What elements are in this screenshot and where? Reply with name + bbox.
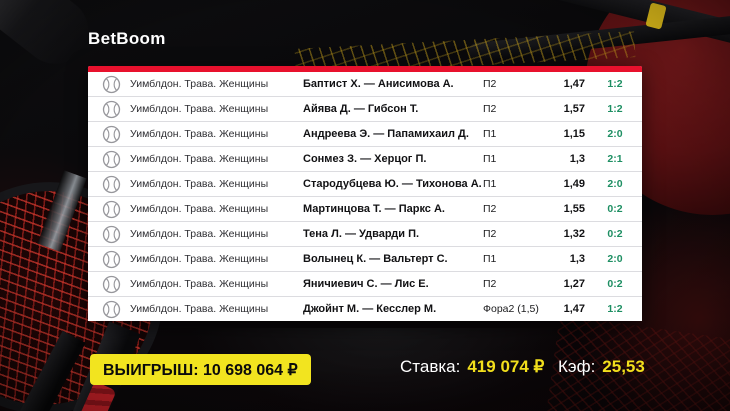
bet-row: Уимблдон. Трава. Женщины Тена Л. — Удвар… (88, 222, 642, 247)
bets-table-rows: Уимблдон. Трава. Женщины Баптист Х. — Ан… (88, 72, 642, 321)
tennis-ball-icon (88, 225, 130, 244)
bet-odds: 1,55 (563, 203, 585, 215)
tennis-ball-icon (88, 100, 130, 119)
bet-type: П2 (483, 78, 497, 90)
tennis-ball-icon (88, 125, 130, 144)
match-teams: Айява Д. — Гибсон Т. (303, 103, 419, 115)
match-score: 0:2 (607, 203, 623, 215)
tournament-label: Уимблдон. Трава. Женщины (130, 178, 269, 190)
bets-table: Уимблдон. Трава. Женщины Баптист Х. — Ан… (88, 66, 642, 321)
match-teams: Мартинцова Т. — Паркс А. (303, 203, 445, 215)
bet-row: Уимблдон. Трава. Женщины Мартинцова Т. —… (88, 197, 642, 222)
bet-row: Уимблдон. Трава. Женщины Баптист Х. — Ан… (88, 72, 642, 97)
tournament-label: Уимблдон. Трава. Женщины (130, 78, 269, 90)
match-teams: Стародубцева Ю. — Тихонова А. (303, 178, 482, 190)
match-score: 1:2 (607, 103, 623, 115)
match-teams: Яничиевич С. — Лис Е. (303, 278, 429, 290)
win-amount-badge: ВЫИГРЫШ: 10 698 064 ₽ (90, 354, 311, 385)
match-teams: Тена Л. — Удварди П. (303, 228, 420, 240)
match-teams: Баптист Х. — Анисимова А. (303, 78, 454, 90)
bet-type: П2 (483, 103, 497, 115)
table-accent-bar (88, 66, 642, 72)
match-teams: Сонмез З. — Херцог П. (303, 153, 427, 165)
tennis-ball-icon (88, 250, 130, 269)
tournament-label: Уимблдон. Трава. Женщины (130, 278, 269, 290)
tennis-ball-icon (88, 275, 130, 294)
match-teams: Андреева Э. — Папамихаил Д. (303, 128, 469, 140)
bet-odds: 1,47 (563, 78, 585, 90)
match-score: 0:2 (607, 228, 623, 240)
bet-type: Фора2 (1,5) (483, 303, 539, 315)
tennis-ball-icon (88, 300, 130, 319)
tournament-label: Уимблдон. Трава. Женщины (130, 103, 269, 115)
win-amount-text: ВЫИГРЫШ: 10 698 064 ₽ (103, 361, 298, 379)
tennis-ball-icon (88, 150, 130, 169)
bet-odds: 1,49 (563, 178, 585, 190)
tournament-label: Уимблдон. Трава. Женщины (130, 228, 269, 240)
tournament-label: Уимблдон. Трава. Женщины (130, 203, 269, 215)
betboom-logo: BetBoom (88, 29, 166, 48)
bet-odds: 1,57 (563, 103, 585, 115)
bet-row: Уимблдон. Трава. Женщины Яничиевич С. — … (88, 272, 642, 297)
bet-odds: 1,3 (569, 153, 585, 165)
match-score: 2:0 (607, 128, 623, 140)
match-score: 1:2 (607, 78, 623, 90)
bet-odds: 1,32 (563, 228, 585, 240)
tennis-ball-icon (88, 175, 130, 194)
tournament-label: Уимблдон. Трава. Женщины (130, 303, 269, 315)
bet-row: Уимблдон. Трава. Женщины Айява Д. — Гибс… (88, 97, 642, 122)
bet-type: П1 (483, 253, 497, 265)
bet-row: Уимблдон. Трава. Женщины Сонмез З. — Хер… (88, 147, 642, 172)
match-score: 2:1 (607, 153, 623, 165)
bet-row: Уимблдон. Трава. Женщины Стародубцева Ю.… (88, 172, 642, 197)
match-score: 0:2 (607, 278, 623, 290)
match-teams: Волынец К. — Вальтерт С. (303, 253, 448, 265)
coef-label: Кэф: (558, 357, 596, 376)
bet-type: П2 (483, 228, 497, 240)
bet-row: Уимблдон. Трава. Женщины Андреева Э. — П… (88, 122, 642, 147)
bet-odds: 1,27 (563, 278, 585, 290)
bet-type: П1 (483, 178, 497, 190)
bet-row: Уимблдон. Трава. Женщины Волынец К. — Ва… (88, 247, 642, 272)
tournament-label: Уимблдон. Трава. Женщины (130, 153, 269, 165)
bet-type: П1 (483, 128, 497, 140)
stake-label: Ставка: (400, 357, 461, 376)
tournament-label: Уимблдон. Трава. Женщины (130, 128, 269, 140)
tennis-ball-icon (88, 200, 130, 219)
match-score: 2:0 (607, 178, 623, 190)
match-score: 2:0 (607, 253, 623, 265)
match-teams: Джойнт М. — Кесслер М. (303, 303, 437, 315)
stake-block: Ставка: 419 074 ₽ (400, 357, 544, 377)
coef-value: 25,53 (602, 357, 645, 376)
bet-type: П1 (483, 153, 497, 165)
bet-odds: 1,3 (569, 253, 585, 265)
bet-type: П2 (483, 278, 497, 290)
coef-block: Кэф: 25,53 (558, 357, 645, 377)
stake-value: 419 074 ₽ (467, 357, 545, 376)
bet-type: П2 (483, 203, 497, 215)
bet-row: Уимблдон. Трава. Женщины Джойнт М. — Кес… (88, 297, 642, 321)
match-score: 1:2 (607, 303, 623, 315)
tournament-label: Уимблдон. Трава. Женщины (130, 253, 269, 265)
bet-odds: 1,15 (563, 128, 585, 140)
bet-odds: 1,47 (563, 303, 585, 315)
tennis-ball-icon (88, 75, 130, 94)
